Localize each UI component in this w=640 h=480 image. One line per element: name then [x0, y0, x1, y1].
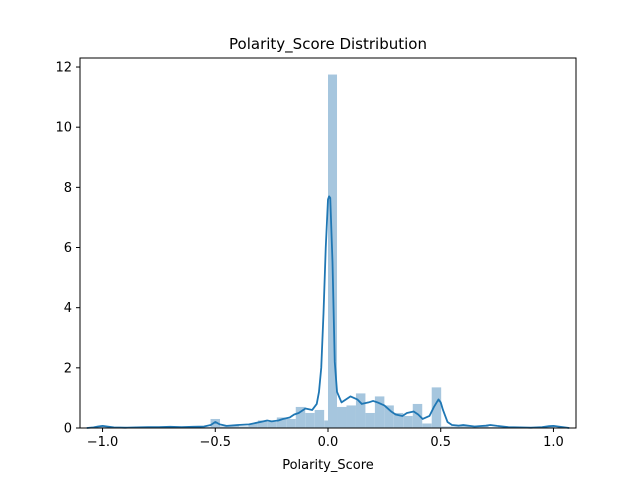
histogram-bar [210, 418, 221, 428]
histogram-bar [257, 420, 268, 428]
histogram-bar [295, 406, 306, 428]
y-axis: 0 2 4 6 8 10 12 [55, 61, 80, 437]
histogram-bar [337, 406, 347, 428]
histogram-bar [460, 424, 470, 428]
histogram-bar [238, 426, 249, 428]
histogram-bar [96, 426, 107, 428]
histogram-bar [286, 418, 296, 428]
histogram-bar [346, 405, 356, 428]
histogram-bar [450, 426, 461, 428]
histogram-bar [365, 412, 375, 428]
y-tick-label: 12 [55, 61, 72, 76]
histogram-bar [355, 393, 366, 428]
y-tick-label: 10 [55, 121, 72, 136]
y-tick-label: 6 [64, 241, 72, 256]
histogram-bar [431, 387, 442, 428]
x-axis-label: Polarity_Score [282, 458, 374, 473]
histogram-bar [267, 421, 277, 428]
y-tick-label: 8 [64, 181, 72, 196]
histogram-bar [220, 426, 230, 428]
histogram-bar [314, 409, 325, 428]
x-tick-label: 1.0 [543, 435, 564, 450]
histogram-bar [545, 426, 555, 428]
x-tick-label: −1.0 [87, 435, 119, 450]
histogram-bar [305, 412, 315, 428]
histogram-bar [276, 417, 287, 428]
x-tick-label: 0.0 [318, 435, 339, 450]
histogram-bar [479, 425, 489, 428]
chart-title: Polarity_Score Distribution [229, 35, 427, 54]
histogram-bar [422, 423, 432, 428]
y-tick-label: 4 [64, 301, 72, 316]
kde-curve [86, 195, 570, 429]
x-tick-label: −0.5 [199, 435, 231, 450]
histogram-bar [229, 424, 239, 428]
histogram-bar [374, 396, 385, 428]
histogram-bar [384, 405, 394, 428]
histogram-bar [412, 403, 423, 428]
histogram-bar [403, 415, 413, 428]
histogram-bar [248, 423, 258, 428]
kde-curve-layer [86, 195, 570, 429]
x-axis: −1.0 −0.5 0.0 0.5 1.0 [87, 428, 564, 450]
histogram-bar [324, 420, 328, 428]
histogram-bar [441, 426, 451, 428]
x-tick-label: 0.5 [430, 435, 451, 450]
histogram-bar [393, 412, 404, 428]
y-tick-label: 2 [64, 361, 72, 376]
y-tick-label: 0 [64, 422, 72, 437]
